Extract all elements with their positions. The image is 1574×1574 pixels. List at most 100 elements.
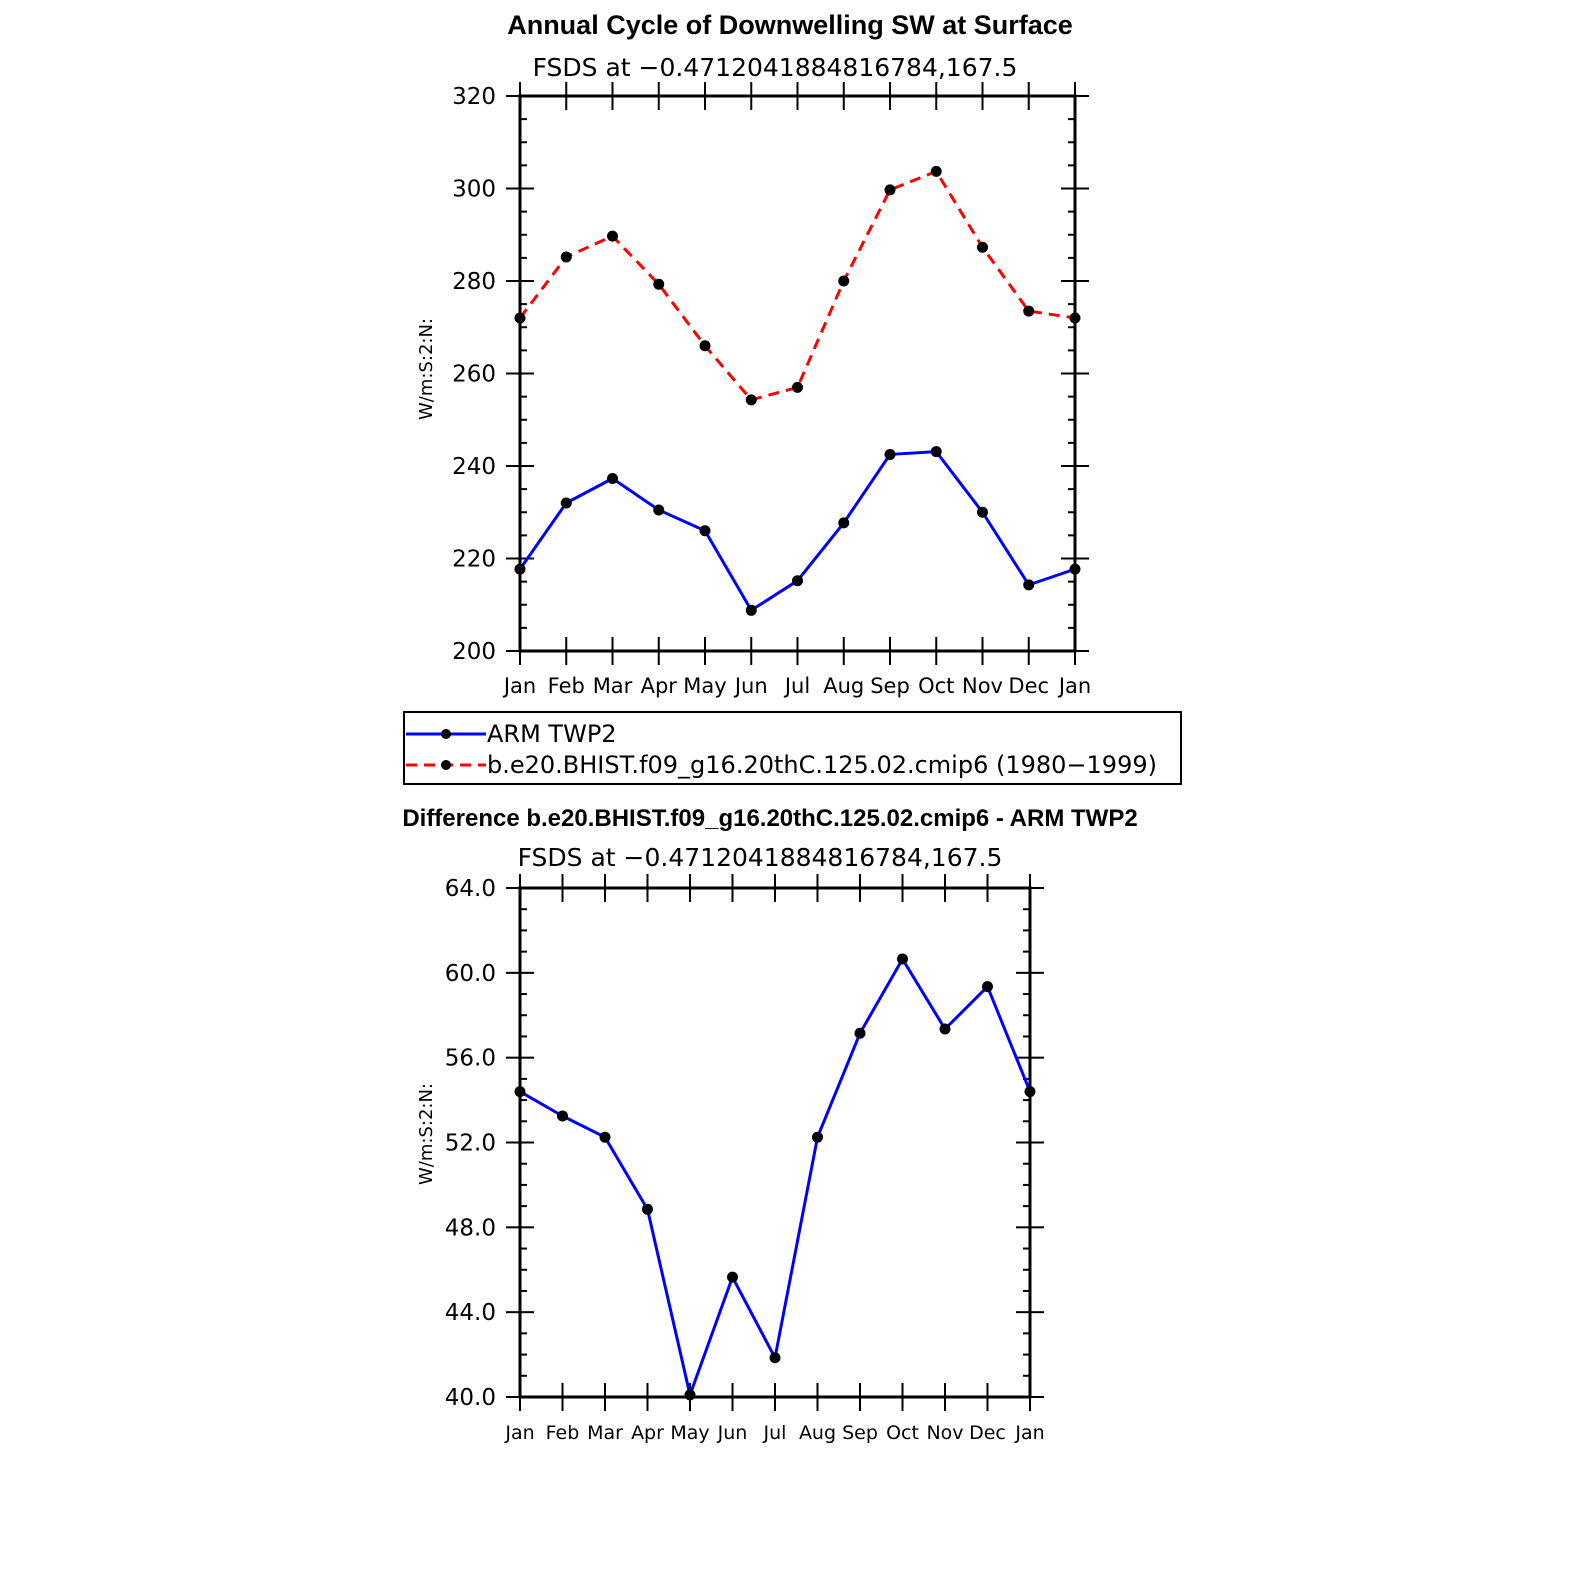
x-tick-label: Oct bbox=[886, 1422, 919, 1444]
x-tick-label: Nov bbox=[962, 674, 1003, 698]
data-point bbox=[769, 1352, 781, 1364]
y-tick-label: 52.0 bbox=[445, 1131, 496, 1157]
chart-subtitle: FSDS at −0.4712041884816784,167.5 bbox=[533, 53, 1018, 82]
x-tick-label: May bbox=[670, 1422, 709, 1444]
x-tick-label: Jan bbox=[1057, 674, 1091, 698]
x-tick-label: Aug bbox=[823, 674, 864, 698]
data-point bbox=[854, 1027, 866, 1039]
x-tick-label: Jul bbox=[763, 1422, 787, 1444]
legend-swatch-marker bbox=[441, 760, 451, 770]
y-tick-label: 200 bbox=[452, 639, 496, 665]
data-point bbox=[514, 312, 526, 324]
data-point bbox=[792, 381, 803, 393]
data-point bbox=[1069, 563, 1081, 575]
data-point bbox=[653, 278, 665, 290]
legend: ARM TWP2 b.e20.BHIST.f09_g16.20thC.125.0… bbox=[403, 711, 1182, 785]
legend-swatch-marker bbox=[441, 729, 451, 739]
data-point bbox=[897, 953, 908, 965]
x-tick-label: Oct bbox=[918, 674, 954, 698]
y-axis-label: W/m:S:2:N: bbox=[416, 1083, 437, 1185]
plot-frame bbox=[518, 886, 1032, 1399]
x-tick-label: Jul bbox=[783, 674, 810, 698]
plot-frame bbox=[518, 94, 1077, 653]
data-point bbox=[884, 448, 896, 460]
data-point bbox=[560, 251, 572, 263]
x-tick-label: Sep bbox=[842, 1422, 878, 1444]
y-tick-label: 320 bbox=[452, 84, 496, 110]
data-point bbox=[514, 1086, 526, 1098]
data-point bbox=[812, 1131, 823, 1143]
data-point bbox=[939, 1023, 951, 1035]
data-point bbox=[884, 184, 896, 196]
x-tick-label: Dec bbox=[1008, 674, 1049, 698]
x-tick-label: Mar bbox=[587, 1422, 623, 1444]
difference-panel: Difference b.e20.BHIST.f09_g16.20thC.125… bbox=[402, 805, 1137, 1444]
data-point bbox=[745, 604, 757, 616]
data-point bbox=[699, 525, 711, 537]
data-point bbox=[1069, 312, 1081, 324]
x-tick-label: Feb bbox=[548, 674, 585, 698]
data-point bbox=[792, 575, 803, 587]
data-point bbox=[1023, 579, 1035, 591]
y-tick-label: 240 bbox=[452, 454, 496, 480]
data-point bbox=[560, 497, 572, 509]
annual-cycle-panel: Annual Cycle of Downwelling SW at Surfac… bbox=[416, 10, 1091, 698]
data-point bbox=[745, 394, 757, 406]
legend-item-model: b.e20.BHIST.f09_g16.20thC.125.02.cmip6 (… bbox=[406, 751, 1157, 779]
data-point bbox=[930, 446, 942, 458]
data-point bbox=[982, 981, 993, 993]
series-line bbox=[519, 957, 1032, 1397]
x-tick-label: Sep bbox=[870, 674, 910, 698]
data-point bbox=[838, 517, 850, 529]
y-tick-label: 60.0 bbox=[445, 961, 496, 987]
data-point bbox=[727, 1271, 738, 1283]
y-tick-label: 48.0 bbox=[445, 1215, 496, 1241]
legend-item-arm: ARM TWP2 bbox=[406, 720, 617, 748]
y-tick-label: 300 bbox=[452, 177, 496, 203]
data-point bbox=[599, 1131, 611, 1143]
x-tick-label: Jun bbox=[733, 674, 768, 698]
y-tick-label: 64.0 bbox=[445, 876, 496, 902]
y-tick-label: 220 bbox=[452, 547, 496, 573]
data-point bbox=[684, 1389, 696, 1401]
data-point bbox=[1023, 305, 1035, 317]
x-tick-label: Apr bbox=[631, 1422, 664, 1444]
x-tick-label: Jan bbox=[1014, 1422, 1044, 1444]
legend-label-model: b.e20.BHIST.f09_g16.20thC.125.02.cmip6 (… bbox=[487, 751, 1157, 779]
data-point bbox=[977, 241, 988, 253]
chart-title: Annual Cycle of Downwelling SW at Surfac… bbox=[507, 10, 1073, 40]
legend-box bbox=[403, 711, 1182, 785]
data-point bbox=[977, 506, 988, 518]
data-point bbox=[653, 504, 665, 516]
x-tick-label: Feb bbox=[546, 1422, 580, 1444]
x-tick-label: Aug bbox=[799, 1422, 836, 1444]
plot-area: 200 220 240 260 280 300 320 Jan Feb Mar Apr May Jun J… bbox=[452, 82, 1091, 698]
plot-area: 40.0 44.0 48.0 52.0 56.0 60.0 64.0 Jan Feb Mar Apr… bbox=[445, 874, 1045, 1444]
y-tick-label: 56.0 bbox=[445, 1046, 496, 1072]
data-point bbox=[699, 340, 711, 352]
data-point bbox=[642, 1203, 653, 1215]
x-tick-label: Jan bbox=[502, 674, 536, 698]
data-point bbox=[607, 472, 618, 484]
data-point bbox=[607, 230, 618, 242]
y-tick-label: 260 bbox=[452, 362, 496, 388]
legend-label-arm: ARM TWP2 bbox=[487, 720, 617, 748]
y-tick-label: 280 bbox=[452, 269, 496, 295]
chart-title: Difference b.e20.BHIST.f09_g16.20thC.125… bbox=[402, 805, 1137, 832]
x-tick-label: Mar bbox=[593, 674, 633, 698]
data-point bbox=[557, 1110, 568, 1122]
data-point bbox=[514, 563, 526, 575]
y-tick-label: 44.0 bbox=[445, 1300, 496, 1326]
y-tick-label: 40.0 bbox=[445, 1385, 496, 1411]
data-point bbox=[838, 275, 850, 287]
series-line bbox=[518, 169, 1076, 402]
x-tick-label: Jan bbox=[504, 1422, 534, 1444]
x-tick-label: Dec bbox=[969, 1422, 1006, 1444]
x-tick-label: Nov bbox=[926, 1422, 963, 1444]
series-line bbox=[518, 450, 1076, 612]
data-point bbox=[1024, 1086, 1036, 1098]
x-tick-label: May bbox=[683, 674, 726, 698]
data-point bbox=[930, 165, 942, 177]
x-tick-label: Jun bbox=[717, 1422, 748, 1444]
